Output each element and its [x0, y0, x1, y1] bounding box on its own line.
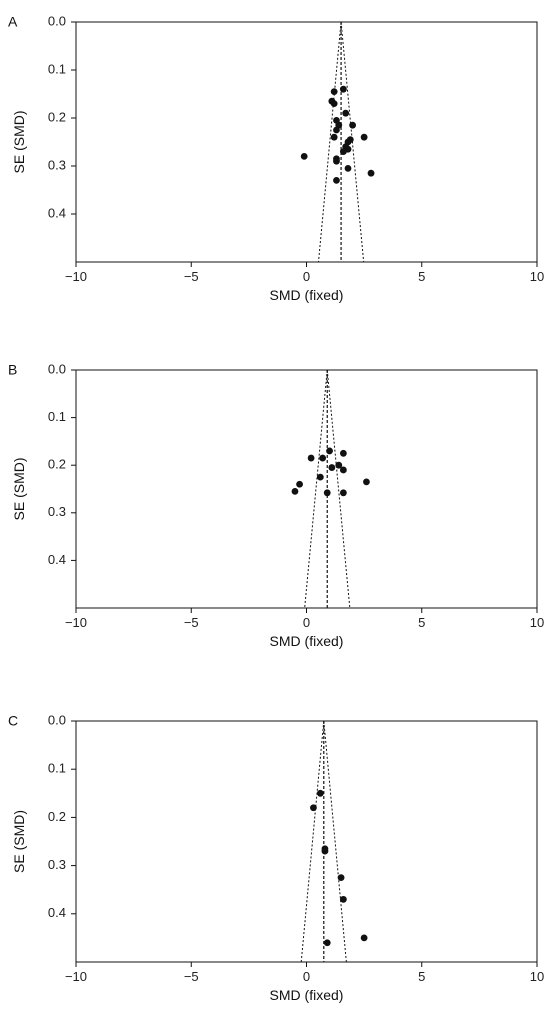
x-tick-label: −5 — [184, 615, 199, 630]
funnel-right-bound — [323, 721, 347, 962]
y-tick-label: 0.4 — [48, 552, 66, 567]
study-point — [342, 109, 350, 117]
funnel-panel-a: A 0.0 0.1 0.2 0.3 0.4 −10 −5 0 5 10 SMD (fixed) SE (… — [8, 13, 544, 303]
y-axis-title: SE (SMD) — [11, 810, 27, 873]
x-tick-label: 0 — [303, 269, 310, 284]
study-point — [321, 847, 329, 855]
study-point — [296, 480, 303, 488]
y-tick-label: 0.3 — [48, 157, 66, 172]
y-tick-label: 0.0 — [48, 13, 66, 28]
y-tick-label: 0.4 — [48, 205, 66, 220]
study-point — [316, 473, 324, 481]
study-point — [307, 454, 315, 462]
x-tick-label: −10 — [65, 269, 87, 284]
study-point — [349, 121, 356, 129]
y-tick-label: 0.3 — [48, 504, 66, 519]
y-tick-label: 0.1 — [48, 409, 66, 424]
study-point — [323, 939, 331, 947]
funnel-panel-b: B 0.0 0.1 0.2 0.3 0.4 −10 −5 0 5 10 SMD (fixed) SE (… — [8, 361, 544, 649]
study-point — [316, 789, 324, 797]
study-point — [330, 100, 338, 107]
x-axis-title: SMD (fixed) — [270, 287, 344, 303]
x-tick-label: −10 — [65, 615, 87, 630]
x-tick-label: −10 — [65, 969, 87, 984]
study-point — [339, 449, 347, 457]
study-point — [339, 895, 347, 903]
study-point — [323, 489, 331, 497]
study-point — [367, 169, 375, 177]
y-axis-title: SE (SMD) — [11, 458, 27, 521]
y-tick-label: 0.2 — [48, 457, 66, 472]
funnel-left-bound — [300, 721, 325, 962]
y-tick-label: 0.1 — [48, 761, 66, 776]
study-point — [330, 133, 338, 141]
study-point — [300, 153, 308, 160]
x-tick-label: 5 — [418, 969, 425, 984]
x-tick-label: 5 — [418, 615, 425, 630]
study-point — [328, 464, 336, 471]
y-tick-label: 0.2 — [48, 809, 66, 824]
study-point — [337, 874, 345, 882]
x-tick-label: 10 — [530, 615, 544, 630]
x-axis-title: SMD (fixed) — [270, 633, 344, 649]
y-tick-label: 0.4 — [48, 905, 66, 920]
study-point — [326, 447, 333, 455]
funnel-panel-c: C 0.0 0.1 0.2 0.3 0.4 −10 −5 0 5 10 SMD (fixed) SE (… — [8, 712, 544, 1003]
study-point — [339, 466, 347, 474]
y-tick-label: 0.2 — [48, 109, 66, 124]
study-point — [335, 461, 343, 469]
study-point — [333, 157, 340, 165]
panel-label: B — [8, 362, 17, 378]
study-point — [319, 454, 327, 462]
study-point — [339, 489, 347, 497]
y-tick-label: 0.3 — [48, 857, 66, 872]
study-point — [330, 88, 338, 95]
x-tick-label: −5 — [184, 969, 199, 984]
x-tick-label: 0 — [303, 615, 310, 630]
study-point — [344, 165, 352, 172]
study-point — [360, 934, 368, 942]
y-axis-title: SE (SMD) — [11, 111, 27, 174]
x-tick-label: 0 — [303, 969, 310, 984]
y-tick-label: 0.0 — [48, 361, 66, 376]
funnel-left-bound — [317, 22, 342, 262]
x-tick-label: 5 — [418, 269, 425, 284]
study-point — [333, 177, 340, 184]
study-point — [333, 126, 340, 134]
panel-label: C — [8, 713, 18, 729]
x-axis-title: SMD (fixed) — [270, 987, 344, 1003]
y-tick-label: 0.0 — [48, 712, 66, 727]
x-tick-label: −5 — [184, 269, 199, 284]
study-point — [310, 804, 317, 812]
study-point — [291, 487, 299, 495]
study-point — [360, 133, 368, 141]
study-point — [363, 478, 370, 486]
y-tick-label: 0.1 — [48, 61, 66, 76]
study-point — [339, 148, 347, 156]
study-point — [339, 85, 347, 93]
panel-label: A — [8, 14, 18, 30]
x-tick-label: 10 — [530, 269, 544, 284]
x-tick-label: 10 — [530, 969, 544, 984]
